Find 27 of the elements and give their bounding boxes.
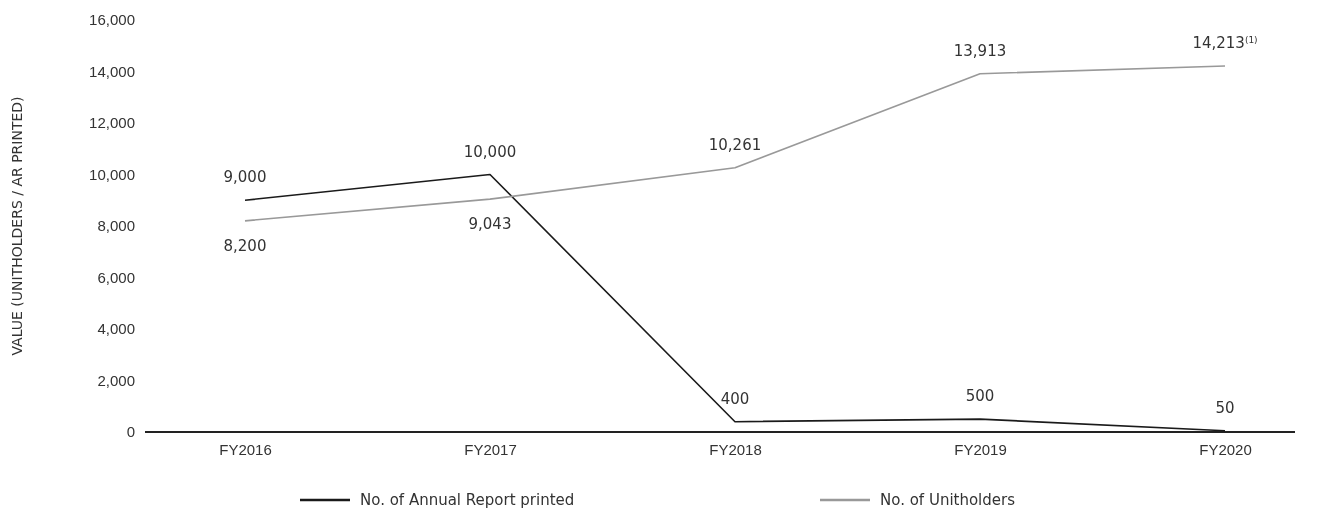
data-label: 8,200: [223, 236, 267, 255]
data-label: 50: [1215, 398, 1235, 417]
data-label: 13,913: [953, 41, 1007, 60]
y-tick-label: 8,000: [97, 217, 135, 235]
x-tick-label: FY2020: [1199, 440, 1252, 458]
y-tick-label: 16,000: [89, 11, 135, 29]
x-tick-label: FY2017: [464, 440, 517, 458]
data-label: 500: [965, 387, 995, 406]
y-tick-label: 14,000: [89, 62, 135, 80]
data-label: 14,213$^{(1)}$: [1192, 34, 1258, 53]
data-label: 10,261: [708, 135, 762, 154]
data-label: 400: [720, 389, 750, 408]
y-tick-label: 0: [126, 423, 135, 441]
y-tick-label: 12,000: [89, 114, 135, 132]
data-label: 9,000: [223, 168, 267, 187]
y-axis-title: VALUE (UNITHOLDERS / AR PRINTED): [9, 96, 25, 356]
y-tick-label: 10,000: [89, 165, 135, 183]
x-tick-label: FY2019: [954, 440, 1007, 458]
legend-label: No. of Unitholders: [880, 491, 1016, 509]
x-tick-label: FY2018: [709, 440, 762, 458]
data-label: 10,000: [463, 142, 517, 161]
data-label: 9,043: [468, 215, 512, 234]
y-tick-label: 6,000: [97, 268, 135, 286]
y-tick-label: 4,000: [97, 320, 135, 338]
x-tick-label: FY2016: [219, 440, 272, 458]
y-tick-label: 2,000: [97, 371, 135, 389]
legend-label: No. of Annual Report printed: [360, 491, 575, 509]
